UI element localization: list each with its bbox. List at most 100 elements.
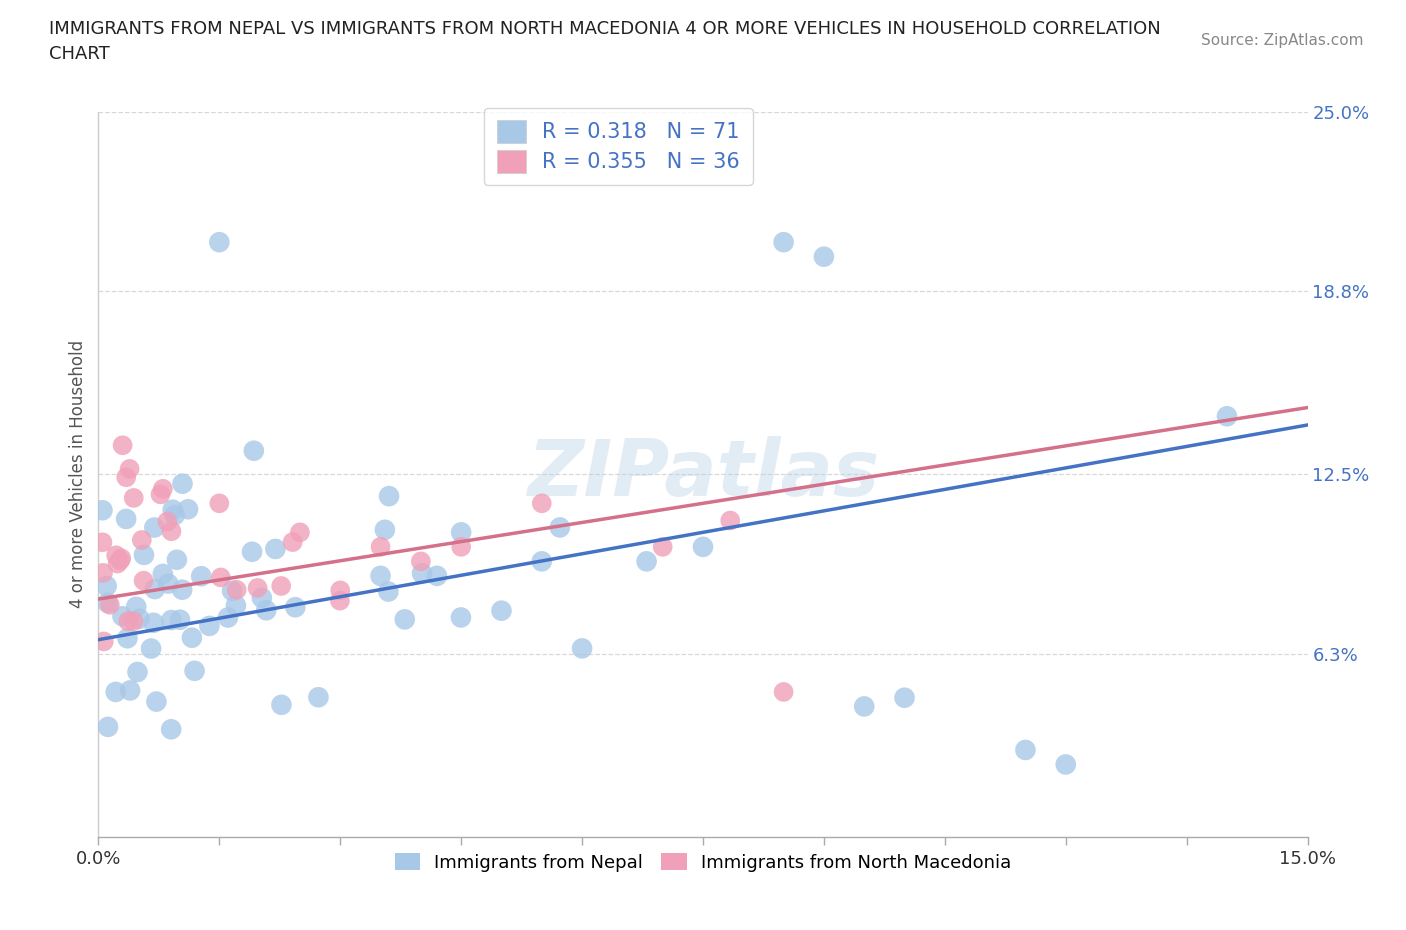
Point <box>127 665 149 680</box>
Point <box>426 568 449 583</box>
Point <box>122 614 145 629</box>
Point <box>374 523 396 538</box>
Point <box>131 533 153 548</box>
Point <box>370 568 392 583</box>
Point <box>156 514 179 529</box>
Point <box>142 616 165 631</box>
Point <box>270 578 292 593</box>
Point <box>571 641 593 656</box>
Point <box>115 470 138 485</box>
Point <box>208 234 231 249</box>
Point <box>91 535 114 550</box>
Point <box>530 496 553 511</box>
Point <box>169 612 191 627</box>
Point <box>93 634 115 649</box>
Point <box>208 496 231 511</box>
Point <box>143 520 166 535</box>
Point <box>225 582 247 597</box>
Point <box>718 513 741 528</box>
Text: Source: ZipAtlas.com: Source: ZipAtlas.com <box>1201 33 1364 47</box>
Point <box>163 508 186 523</box>
Point <box>329 583 352 598</box>
Point <box>132 573 155 588</box>
Point <box>307 690 329 705</box>
Legend: Immigrants from Nepal, Immigrants from North Macedonia: Immigrants from Nepal, Immigrants from N… <box>388 845 1018 879</box>
Point <box>117 631 139 645</box>
Point <box>118 461 141 476</box>
Point <box>254 603 277 618</box>
Point <box>117 614 139 629</box>
Point <box>651 539 673 554</box>
Point <box>264 541 287 556</box>
Point <box>107 556 129 571</box>
Point <box>120 683 142 698</box>
Point <box>530 554 553 569</box>
Point <box>152 566 174 581</box>
Point <box>132 548 155 563</box>
Point <box>108 553 131 568</box>
Point <box>91 503 114 518</box>
Point <box>394 612 416 627</box>
Point <box>281 535 304 550</box>
Point <box>209 570 232 585</box>
Point <box>450 525 472 539</box>
Point <box>288 525 311 539</box>
Point <box>284 600 307 615</box>
Point <box>96 595 118 610</box>
Point <box>548 520 571 535</box>
Point <box>162 502 184 517</box>
Point <box>240 544 263 559</box>
Point <box>217 610 239 625</box>
Point <box>378 488 401 503</box>
Point <box>329 593 352 608</box>
Point <box>172 476 194 491</box>
Point <box>772 234 794 249</box>
Point <box>166 552 188 567</box>
Point <box>105 548 128 563</box>
Point <box>893 690 915 705</box>
Point <box>160 722 183 737</box>
Point <box>246 580 269 595</box>
Point <box>128 611 150 626</box>
Point <box>450 539 472 554</box>
Point <box>160 613 183 628</box>
Point <box>409 554 432 569</box>
Text: IMMIGRANTS FROM NEPAL VS IMMIGRANTS FROM NORTH MACEDONIA 4 OR MORE VEHICLES IN H: IMMIGRANTS FROM NEPAL VS IMMIGRANTS FROM… <box>49 20 1161 38</box>
Point <box>183 663 205 678</box>
Point <box>1216 409 1239 424</box>
Point <box>96 578 118 593</box>
Point <box>692 539 714 554</box>
Point <box>1014 742 1036 757</box>
Point <box>97 720 120 735</box>
Y-axis label: 4 or more Vehicles in Household: 4 or more Vehicles in Household <box>69 340 87 608</box>
Point <box>152 482 174 497</box>
Point <box>111 438 134 453</box>
Point <box>104 684 127 699</box>
Text: CHART: CHART <box>49 45 110 62</box>
Point <box>377 584 399 599</box>
Point <box>160 524 183 538</box>
Point <box>813 249 835 264</box>
Point <box>1054 757 1077 772</box>
Point <box>450 610 472 625</box>
Point <box>172 582 194 597</box>
Point <box>122 490 145 505</box>
Point <box>181 631 204 645</box>
Point <box>143 581 166 596</box>
Point <box>198 618 221 633</box>
Point <box>370 539 392 554</box>
Point <box>853 699 876 714</box>
Point <box>115 512 138 526</box>
Point <box>221 583 243 598</box>
Point <box>177 502 200 517</box>
Point <box>125 599 148 614</box>
Point <box>225 598 247 613</box>
Point <box>250 591 273 605</box>
Point <box>149 487 172 502</box>
Point <box>98 597 121 612</box>
Point <box>91 565 114 580</box>
Point <box>636 554 658 569</box>
Point <box>411 565 433 580</box>
Point <box>110 551 132 565</box>
Text: ZIPatlas: ZIPatlas <box>527 436 879 512</box>
